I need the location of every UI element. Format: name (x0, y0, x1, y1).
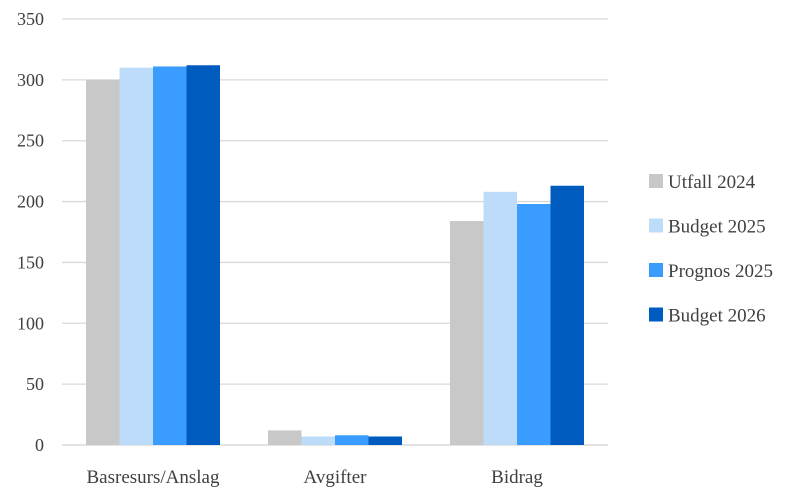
y-tick-label: 300 (17, 70, 44, 90)
legend-item: Prognos 2025 (649, 261, 773, 282)
legend-label: Prognos 2025 (668, 261, 773, 282)
bar-budget-2026-basresurs-anslag (186, 65, 220, 445)
legend: Utfall 2024 Budget 2025 Prognos 2025 Budget… (649, 172, 773, 327)
y-axis-ticks: 0 50 100 150 200 250 300 350 (17, 9, 44, 455)
x-category-label: Bidrag (491, 467, 543, 488)
bar-utfall-2024-bidrag (450, 221, 484, 445)
bars (86, 65, 584, 446)
y-tick-label: 200 (17, 192, 44, 212)
bar-utfall-2024-basresurs-anslag (86, 79, 120, 445)
x-axis-categories: Basresurs/Anslag Avgifter Bidrag (87, 467, 544, 488)
y-tick-label: 250 (17, 131, 44, 151)
bar-utfall-2024-avgifter (268, 430, 302, 445)
bar-prognos-2025-basresurs-anslag (153, 66, 187, 446)
y-tick-label: 50 (26, 374, 44, 394)
bar-prognos-2025-bidrag (517, 204, 551, 445)
bar-budget-2025-avgifter (301, 436, 335, 445)
bar-prognos-2025-avgifter (335, 435, 369, 445)
x-category-label: Basresurs/Anslag (87, 467, 220, 488)
legend-item: Utfall 2024 (649, 172, 756, 193)
bar-budget-2026-bidrag (550, 185, 584, 445)
bar-budget-2025-basresurs-anslag (119, 67, 153, 445)
y-tick-label: 150 (17, 252, 44, 272)
bar-budget-2025-bidrag (483, 191, 517, 445)
legend-item: Budget 2025 (649, 217, 766, 238)
legend-swatch (649, 174, 663, 188)
legend-label: Budget 2025 (668, 217, 766, 238)
y-tick-label: 350 (17, 9, 44, 29)
y-tick-label: 0 (35, 435, 44, 455)
legend-swatch (649, 263, 663, 277)
x-category-label: Avgifter (304, 467, 368, 488)
legend-label: Budget 2026 (668, 306, 766, 327)
legend-item: Budget 2026 (649, 306, 766, 327)
bar-budget-2026-avgifter (368, 436, 402, 445)
legend-swatch (649, 218, 663, 233)
legend-label: Utfall 2024 (668, 172, 756, 193)
legend-swatch (649, 307, 663, 322)
y-tick-label: 100 (17, 313, 44, 333)
